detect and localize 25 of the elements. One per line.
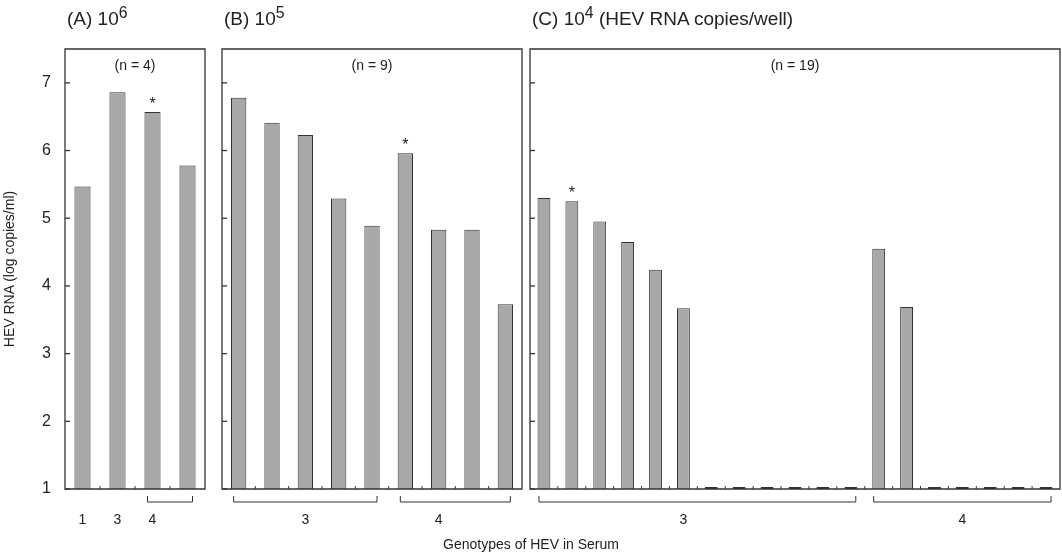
y-tick-label: 1: [42, 479, 52, 497]
data-label: *: [568, 184, 575, 202]
x-tick-label: 4: [434, 510, 443, 527]
chart-title: (A) 10$^{6}$: [67, 4, 128, 31]
chart-title: (C) 10$^{4}$ (HEV RNA copies/well): [532, 4, 794, 31]
annotation: (n = 19): [770, 56, 820, 73]
chart-title: (B) 10$^{5}$: [224, 4, 285, 31]
x-tick-label: 3: [301, 510, 310, 527]
data-label: *: [402, 136, 409, 154]
annotation: (n = 4): [114, 56, 156, 73]
x-tick-label: 1: [78, 510, 87, 527]
data-label: *: [149, 94, 156, 112]
y-axis-title: HEV RNA (log copies/ml): [1, 190, 18, 348]
y-tick-label: 4: [42, 276, 52, 294]
x-axis-title: Genotypes of HEV in Serum: [442, 536, 620, 552]
y-tick-label: 3: [42, 344, 52, 362]
y-tick-label: 7: [42, 73, 52, 91]
y-tick-label: 6: [42, 140, 52, 158]
annotation: (n = 9): [351, 56, 393, 73]
x-tick-label: 4: [148, 510, 157, 527]
x-tick-label: 4: [958, 510, 967, 527]
y-tick-label: 2: [42, 411, 52, 429]
x-tick-label: 3: [679, 510, 688, 527]
x-tick-label: 3: [113, 510, 122, 527]
y-tick-label: 5: [42, 208, 52, 226]
